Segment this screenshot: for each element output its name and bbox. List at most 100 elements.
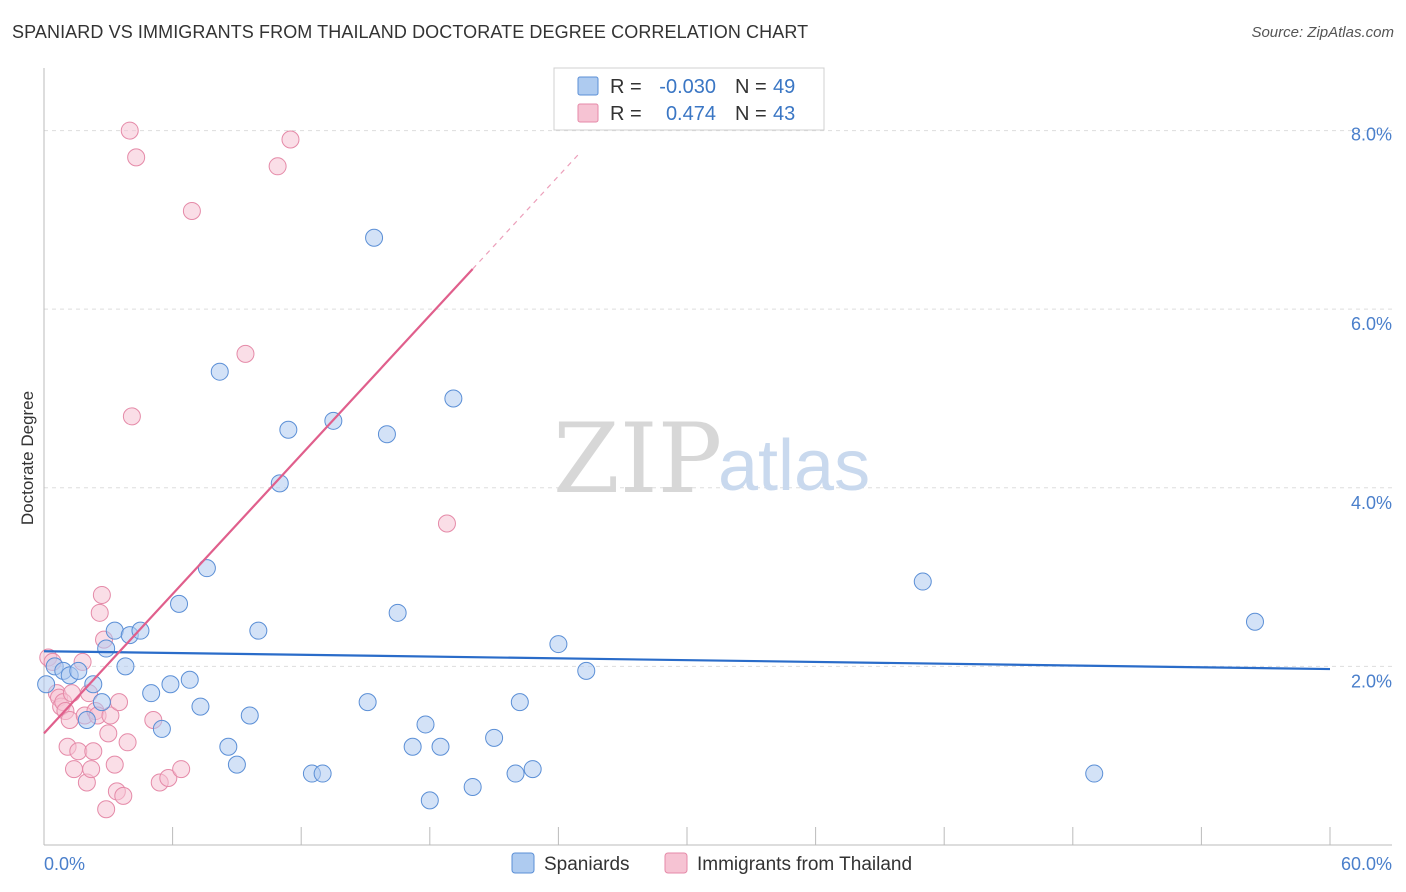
y-axis-title: Doctorate Degree xyxy=(18,391,37,525)
spaniard-point-7 xyxy=(92,693,111,712)
spaniard-point-42 xyxy=(523,760,542,779)
spaniard-point-18 xyxy=(191,697,210,716)
watermark-atlas: atlas xyxy=(718,426,870,506)
spaniard-point-38 xyxy=(463,777,482,796)
spaniard-point-32 xyxy=(388,603,407,622)
spaniard-point-9 xyxy=(105,621,124,640)
spaniard-point-46 xyxy=(913,572,932,591)
spaniard-point-39 xyxy=(485,728,504,747)
thailand-trendline xyxy=(43,268,474,735)
spaniard-point-28 xyxy=(313,764,332,783)
x-tick-label-min: 0.0% xyxy=(44,854,85,874)
thailand-point-32 xyxy=(127,148,146,167)
spaniard-point-13 xyxy=(142,684,161,703)
thailand-point-29 xyxy=(114,786,133,805)
stats-n-label-pink: N = xyxy=(735,103,767,125)
thailand-trendline-extension xyxy=(472,152,581,270)
stats-box-frame xyxy=(553,67,825,131)
spaniard-point-36 xyxy=(431,737,450,756)
legend-label-thailand: Immigrants from Thailand xyxy=(697,854,912,875)
spaniard-point-25 xyxy=(270,474,289,493)
thailand-point-31 xyxy=(122,407,141,426)
spaniard-point-45 xyxy=(365,228,384,247)
thailand-point-17 xyxy=(84,742,103,761)
spaniard-point-37 xyxy=(444,389,463,408)
watermark-zip: ZIP xyxy=(553,403,722,515)
spaniard-point-5 xyxy=(77,710,96,729)
spaniard-point-8 xyxy=(97,639,116,658)
spaniard-point-41 xyxy=(510,693,529,712)
spaniard-point-23 xyxy=(240,706,259,725)
source-credit: Source: ZipAtlas.com xyxy=(1251,24,1394,41)
stats-r-label-blue: R = xyxy=(610,76,642,98)
stats-r-value-blue: -0.030 xyxy=(659,76,716,98)
stats-n-label-blue: N = xyxy=(735,76,767,98)
y-tick-label-2: 6.0% xyxy=(1351,314,1392,334)
x-tick-label-max: 60.0% xyxy=(1341,854,1392,874)
chart-title: SPANIARD VS IMMIGRANTS FROM THAILAND DOC… xyxy=(12,22,809,42)
spaniard-point-35 xyxy=(420,791,439,810)
thailand-point-10 xyxy=(65,760,84,779)
thailand-point-42 xyxy=(281,130,300,149)
stats-swatch-blue xyxy=(577,76,599,96)
spaniard-points xyxy=(37,228,1264,810)
spaniard-point-24 xyxy=(249,621,268,640)
legend-swatch-spaniards xyxy=(511,852,535,874)
thailand-point-23 xyxy=(97,800,116,819)
y-tick-label-0: 2.0% xyxy=(1351,671,1392,691)
spaniard-point-0 xyxy=(37,675,56,694)
spaniard-point-22 xyxy=(227,755,246,774)
watermark: ZIP atlas xyxy=(553,403,870,515)
thailand-point-40 xyxy=(437,514,456,533)
y-tick-label-1: 4.0% xyxy=(1351,493,1392,513)
stats-n-value-pink: 43 xyxy=(773,103,795,125)
axes xyxy=(43,68,1392,846)
spaniard-point-19 xyxy=(197,559,216,578)
stats-swatch-pink xyxy=(577,103,599,123)
legend: Spaniards Immigrants from Thailand xyxy=(511,852,912,875)
thailand-point-28 xyxy=(110,693,129,712)
thailand-point-26 xyxy=(105,755,124,774)
thailand-point-8 xyxy=(60,710,79,729)
thailand-point-30 xyxy=(118,733,137,752)
spaniard-point-16 xyxy=(170,594,189,613)
spaniard-point-47 xyxy=(1085,764,1104,783)
stats-r-value-pink: 0.474 xyxy=(666,103,716,125)
spaniard-point-14 xyxy=(152,719,171,738)
spaniard-point-17 xyxy=(180,670,199,689)
spaniard-point-33 xyxy=(403,737,422,756)
spaniard-trendline xyxy=(43,650,1331,671)
thailand-point-37 xyxy=(182,201,201,220)
thailand-point-24 xyxy=(99,724,118,743)
thailand-point-20 xyxy=(90,603,109,622)
y-tick-label-3: 8.0% xyxy=(1351,125,1392,145)
spaniard-point-31 xyxy=(377,425,396,444)
thailand-point-39 xyxy=(268,157,287,176)
spaniard-point-30 xyxy=(358,693,377,712)
thailand-point-11 xyxy=(69,742,88,761)
spaniard-point-26 xyxy=(279,420,298,439)
spaniard-point-34 xyxy=(416,715,435,734)
spaniard-point-48 xyxy=(1245,612,1264,631)
spaniard-point-6 xyxy=(84,675,103,694)
thailand-point-21 xyxy=(92,585,111,604)
spaniard-point-15 xyxy=(161,675,180,694)
gridlines xyxy=(44,130,1392,667)
spaniard-point-40 xyxy=(506,764,525,783)
thailand-point-16 xyxy=(82,760,101,779)
trendlines xyxy=(43,152,1331,735)
legend-swatch-thailand xyxy=(664,852,688,874)
thailand-point-35 xyxy=(159,769,178,788)
x-ticks xyxy=(172,827,1331,845)
thailand-point-25 xyxy=(101,706,120,725)
spaniard-point-43 xyxy=(549,635,568,654)
spaniard-point-44 xyxy=(577,661,596,680)
y-tick-labels: 2.0% 4.0% 6.0% 8.0% xyxy=(1351,125,1392,692)
spaniard-point-21 xyxy=(219,737,238,756)
thailand-point-9 xyxy=(62,684,81,703)
stats-box: R = -0.030 N = 49 R = 0.474 N = 43 xyxy=(553,67,825,131)
spaniard-point-4 xyxy=(69,661,88,680)
stats-r-label-pink: R = xyxy=(610,103,642,125)
thailand-point-41 xyxy=(120,121,139,140)
thailand-point-38 xyxy=(236,344,255,363)
